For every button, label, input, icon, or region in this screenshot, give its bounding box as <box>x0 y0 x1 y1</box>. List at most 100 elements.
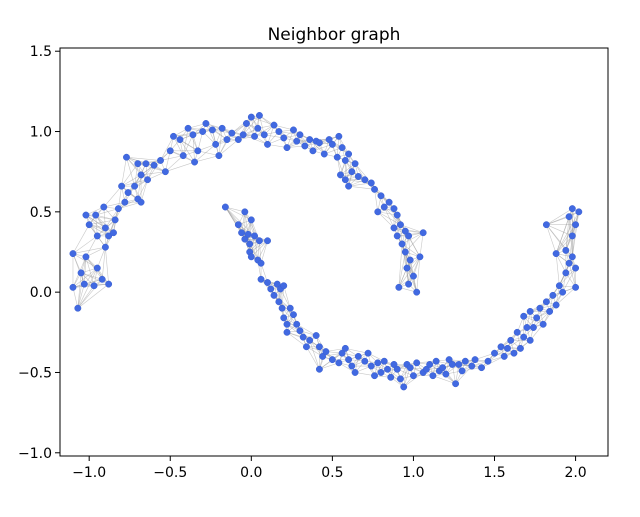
graph-node <box>400 383 408 391</box>
graph-edge <box>286 332 307 348</box>
graph-node <box>526 307 534 315</box>
graph-node <box>555 282 563 290</box>
graph-node <box>500 352 508 360</box>
y-tick-label: 1.5 <box>30 44 52 60</box>
graph-node <box>247 253 255 261</box>
graph-edge <box>242 115 260 135</box>
graph-node <box>309 147 317 155</box>
graph-node <box>504 344 511 352</box>
graph-edge <box>165 150 171 172</box>
graph-node <box>409 272 417 280</box>
graph-edge <box>95 215 98 236</box>
graph-node <box>283 320 291 328</box>
graph-node <box>137 198 145 206</box>
graph-edge <box>572 256 576 288</box>
graph-node <box>568 253 576 261</box>
graph-node <box>278 304 286 312</box>
graph-node <box>507 336 515 344</box>
graph-node <box>377 369 385 376</box>
graph-node <box>228 129 236 137</box>
graph-node <box>533 314 541 322</box>
graph-node <box>131 182 139 190</box>
graph-node <box>361 357 369 365</box>
graph-node <box>448 360 456 368</box>
graph-edge <box>80 272 109 285</box>
graph-node <box>403 264 411 272</box>
graph-edge <box>401 243 421 258</box>
graph-node <box>432 357 440 365</box>
graph-edge <box>257 240 268 261</box>
graph-edge <box>283 285 291 309</box>
graph-edge <box>137 174 142 200</box>
graph-edge <box>546 224 557 254</box>
graph-edge <box>72 267 98 288</box>
graph-edge <box>126 157 135 187</box>
graph-edge <box>400 224 424 234</box>
graph-node <box>390 205 398 213</box>
graph-node <box>549 291 557 299</box>
graph-node <box>306 336 314 344</box>
graph-node <box>338 144 346 152</box>
graph-node <box>208 126 216 134</box>
graph-node <box>338 349 346 357</box>
graph-edge <box>72 224 90 254</box>
graph-edge <box>383 206 395 229</box>
graph-node <box>144 176 152 184</box>
graph-edge <box>546 208 573 225</box>
y-tick-label: −1.0 <box>18 446 52 462</box>
graph-edge <box>173 131 203 137</box>
graph-edge <box>348 185 375 190</box>
graph-node <box>267 285 275 293</box>
x-axis: −1.0 −0.5 0.0 0.5 1.0 1.5 2.0 <box>72 456 587 481</box>
graph-node <box>157 156 164 164</box>
graph-edge <box>309 340 320 370</box>
graph-edge <box>336 136 340 158</box>
graph-node <box>572 221 580 229</box>
graph-node <box>345 182 353 190</box>
graph-node <box>520 312 528 320</box>
graph-node <box>179 152 187 160</box>
graph-node <box>341 156 349 164</box>
graph-edge <box>95 208 119 216</box>
graph-node <box>345 356 353 364</box>
graph-edge <box>254 235 259 261</box>
graph-edge <box>387 369 404 388</box>
graph-node <box>315 343 323 351</box>
graph-edge <box>251 116 275 126</box>
graph-edge <box>173 136 184 156</box>
graph-node <box>270 291 278 299</box>
graph-node <box>134 160 142 168</box>
graph-node <box>223 136 231 144</box>
graph-node <box>306 136 314 144</box>
graph-node <box>118 182 126 190</box>
graph-node <box>371 372 378 380</box>
graph-node <box>523 324 531 331</box>
graph-node <box>393 232 401 240</box>
graph-edge <box>405 232 424 253</box>
graph-node <box>452 380 460 388</box>
graph-node <box>572 264 580 272</box>
graph-node <box>286 304 294 312</box>
graph-edge <box>231 116 252 134</box>
graph-node <box>199 128 207 135</box>
graph-node <box>293 320 301 328</box>
graph-node <box>290 311 297 319</box>
graph-node <box>348 168 356 176</box>
graph-node <box>273 280 281 288</box>
x-tick-label: −1.0 <box>72 465 106 481</box>
graph-edge <box>546 224 573 237</box>
graph-node <box>516 344 524 352</box>
graph-node <box>241 235 249 243</box>
graph-node <box>328 140 336 148</box>
graph-node <box>176 136 184 144</box>
graph-node <box>82 211 90 219</box>
graph-node <box>202 120 210 127</box>
graph-node <box>315 365 323 373</box>
graph-edge <box>77 285 95 309</box>
graph-node <box>377 192 385 200</box>
graph-node <box>341 176 349 184</box>
graph-node <box>242 120 250 127</box>
graph-edge <box>416 256 421 293</box>
graph-edge <box>280 288 291 309</box>
